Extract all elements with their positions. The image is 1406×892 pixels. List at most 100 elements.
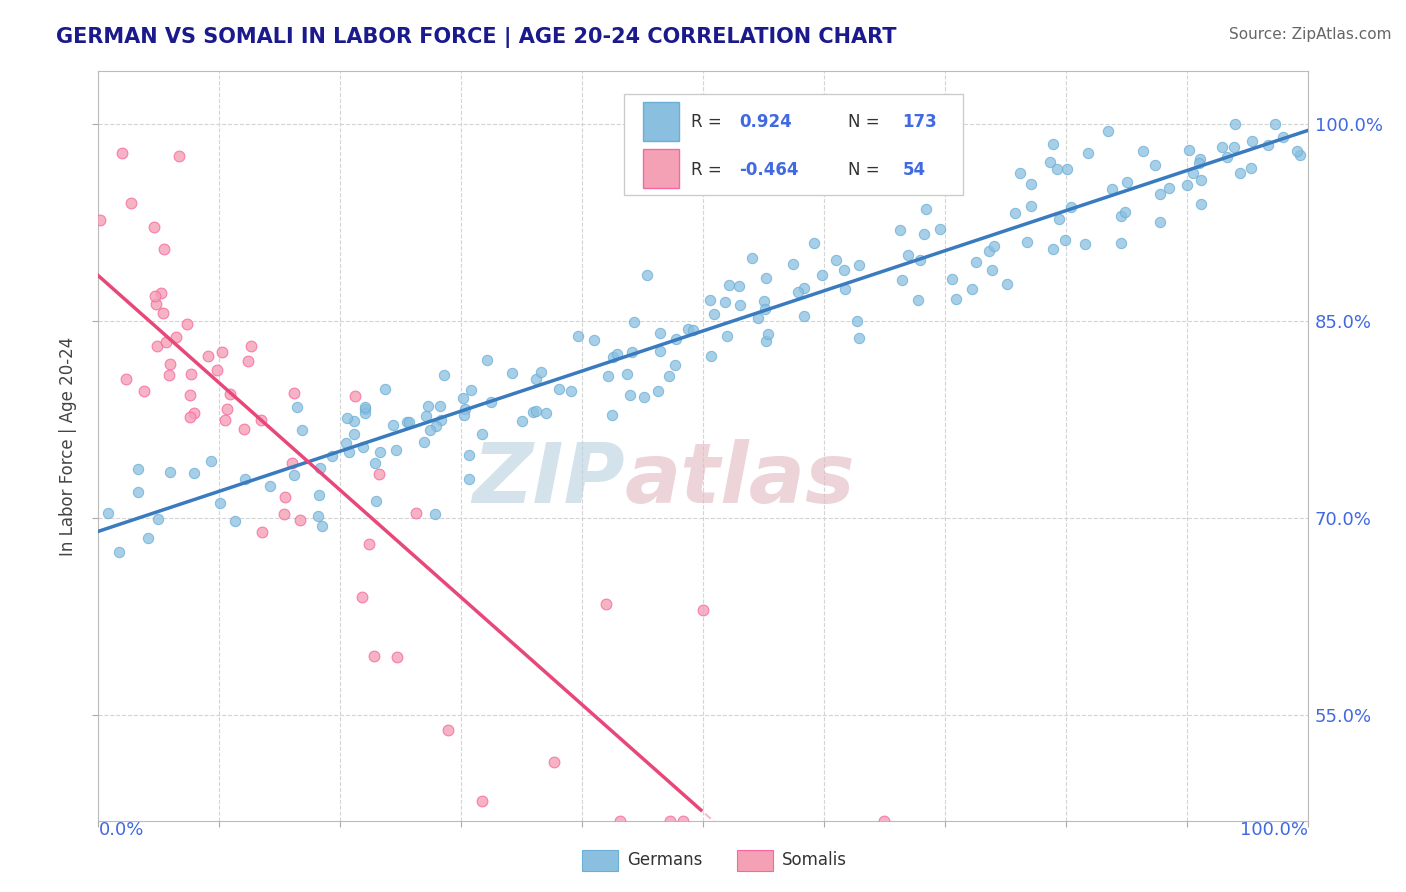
Point xyxy=(1189,197,1212,211)
Point xyxy=(534,406,557,420)
Point xyxy=(890,273,912,287)
Point xyxy=(560,384,582,398)
Point xyxy=(803,235,825,250)
Point xyxy=(526,404,548,418)
Point xyxy=(1223,140,1246,154)
Text: -0.464: -0.464 xyxy=(740,161,799,178)
Point xyxy=(352,440,374,454)
Point xyxy=(1053,233,1076,247)
Point xyxy=(621,344,644,359)
Point xyxy=(616,367,638,381)
Point xyxy=(672,814,695,828)
Point xyxy=(308,461,330,475)
Point xyxy=(96,506,118,520)
Point xyxy=(1056,161,1078,176)
Point xyxy=(218,387,240,401)
Point xyxy=(259,479,281,493)
Point xyxy=(224,514,246,528)
Point xyxy=(477,352,499,367)
Point xyxy=(501,366,523,380)
Point xyxy=(335,436,357,450)
Point xyxy=(115,372,138,386)
Point xyxy=(1178,144,1201,158)
Point xyxy=(1149,215,1171,229)
Point xyxy=(1229,165,1251,179)
Point xyxy=(250,413,273,427)
Point xyxy=(648,326,671,340)
Point xyxy=(1182,166,1205,180)
Point xyxy=(1116,175,1139,189)
Point xyxy=(897,248,920,262)
Point xyxy=(755,271,778,285)
Point xyxy=(825,252,848,267)
Point xyxy=(664,358,686,372)
Point xyxy=(236,353,259,368)
Point xyxy=(152,306,174,320)
Point xyxy=(457,472,479,486)
Point xyxy=(941,272,963,286)
Text: ZIP: ZIP xyxy=(472,439,624,520)
Point xyxy=(636,268,658,282)
Point xyxy=(810,268,832,282)
Point xyxy=(153,242,176,256)
Point xyxy=(183,406,205,420)
Point xyxy=(980,262,1002,277)
Point xyxy=(179,388,201,402)
Point xyxy=(453,408,475,422)
Point xyxy=(1285,144,1308,158)
Point xyxy=(1272,130,1295,145)
Point xyxy=(648,343,671,358)
Point xyxy=(354,401,377,416)
Point xyxy=(412,434,434,449)
Text: N =: N = xyxy=(848,161,884,178)
Point xyxy=(755,334,778,348)
Point xyxy=(1109,209,1132,223)
Point xyxy=(142,220,165,235)
Point xyxy=(232,421,254,435)
Point xyxy=(395,415,418,429)
Point xyxy=(321,449,343,463)
Point xyxy=(730,298,752,312)
Point xyxy=(429,413,451,427)
Point xyxy=(1015,235,1038,249)
Text: Source: ZipAtlas.com: Source: ZipAtlas.com xyxy=(1229,27,1392,42)
Text: 173: 173 xyxy=(903,113,938,131)
Text: atlas: atlas xyxy=(624,439,855,520)
Point xyxy=(197,349,219,363)
Point xyxy=(1077,145,1099,160)
Point xyxy=(596,369,619,384)
Point xyxy=(845,314,868,328)
Point xyxy=(714,295,737,310)
Point xyxy=(136,531,159,545)
Point xyxy=(458,448,481,462)
Point xyxy=(283,468,305,483)
Point xyxy=(359,536,381,550)
Point xyxy=(1114,205,1136,219)
Point xyxy=(274,491,297,505)
Point xyxy=(619,388,641,402)
Bar xyxy=(737,850,773,871)
Point xyxy=(364,493,387,508)
Point xyxy=(1008,166,1031,180)
Point xyxy=(250,524,273,539)
Point xyxy=(682,323,704,337)
Point xyxy=(429,399,451,413)
Point xyxy=(665,332,688,346)
Point xyxy=(908,253,931,268)
Point xyxy=(1004,206,1026,220)
Text: 54: 54 xyxy=(903,161,925,178)
Point xyxy=(214,413,236,427)
Point xyxy=(1189,173,1212,187)
Text: R =: R = xyxy=(690,161,727,178)
Point xyxy=(145,338,167,352)
Point xyxy=(385,649,408,664)
Point xyxy=(111,146,134,161)
Point xyxy=(1074,236,1097,251)
Point xyxy=(354,405,377,419)
Point xyxy=(717,278,740,293)
Point xyxy=(756,326,779,341)
Point xyxy=(208,496,231,510)
Point xyxy=(889,223,911,237)
Point xyxy=(145,296,167,310)
Point xyxy=(179,410,201,425)
